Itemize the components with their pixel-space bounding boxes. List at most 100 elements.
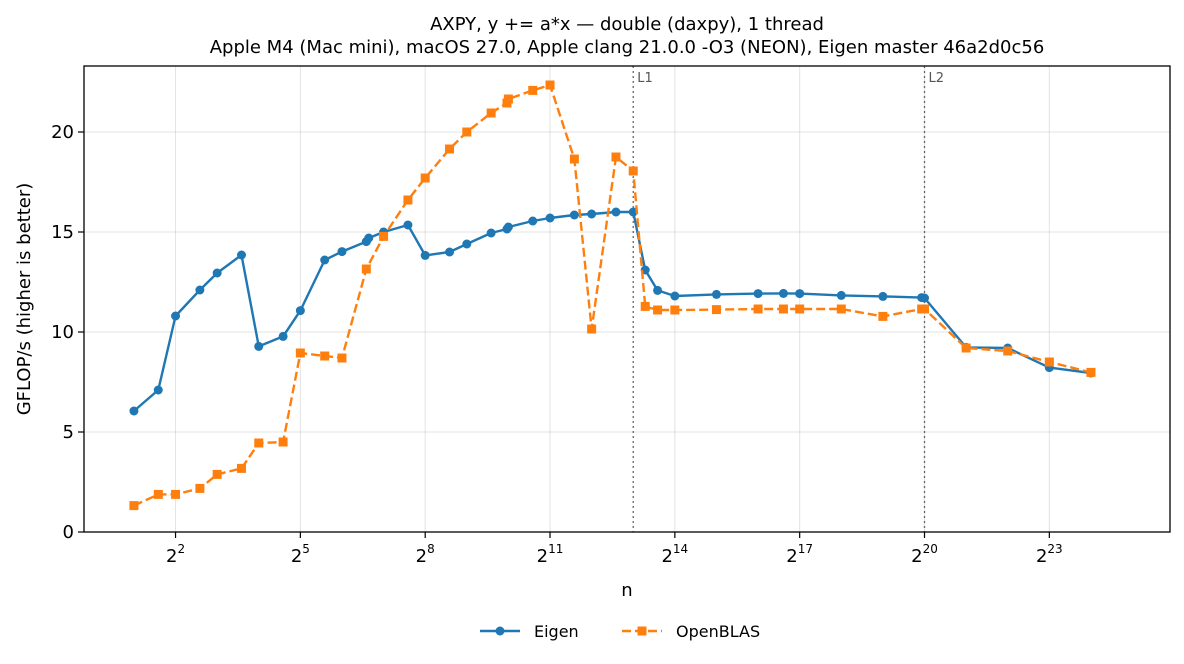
data-point	[254, 341, 264, 351]
data-point	[753, 289, 763, 299]
data-point	[836, 304, 846, 314]
data-point	[640, 301, 650, 311]
x-tick-label: 214	[661, 542, 688, 567]
data-point	[778, 304, 788, 314]
data-point	[836, 290, 846, 300]
y-tick-label: 0	[63, 522, 74, 543]
legend-entry-eigen: Eigen	[480, 622, 579, 641]
series-openblas	[129, 80, 1096, 511]
data-point	[1003, 346, 1013, 356]
data-point	[403, 220, 413, 230]
data-point	[212, 469, 222, 479]
data-point	[379, 231, 389, 241]
x-tick-label: 220	[911, 542, 938, 567]
data-point	[445, 144, 455, 154]
x-tick-label: 217	[786, 542, 813, 567]
data-point	[878, 311, 888, 321]
y-tick-label: 20	[51, 122, 74, 143]
data-point	[195, 285, 205, 295]
legend: Eigen OpenBLAS	[480, 622, 760, 641]
cache-label-l1: L1	[637, 71, 653, 86]
data-point	[486, 228, 496, 238]
x-tick-label: 223	[1036, 542, 1063, 567]
chart-subtitle: Apple M4 (Mac mini), macOS 27.0, Apple c…	[210, 37, 1045, 58]
x-tick-label: 28	[416, 542, 435, 567]
data-point	[236, 463, 246, 473]
data-point	[653, 285, 663, 295]
data-point	[171, 489, 181, 499]
data-point	[212, 268, 222, 278]
data-point	[795, 304, 805, 314]
data-point	[295, 348, 305, 358]
data-point	[337, 247, 347, 257]
plot-frame	[83, 65, 1171, 533]
data-point	[528, 85, 538, 95]
data-point	[587, 209, 597, 219]
y-tick-label: 10	[51, 322, 74, 343]
x-tick-label: 211	[537, 542, 564, 567]
grid	[84, 66, 1170, 533]
data-point	[587, 324, 597, 334]
data-point	[711, 305, 721, 315]
data-point	[129, 406, 139, 416]
data-point	[528, 216, 538, 226]
data-point	[320, 351, 330, 361]
data-point	[462, 239, 472, 249]
x-axis-ticks: 22 25 28 211 214 217 220 223	[166, 532, 1063, 567]
data-point	[920, 293, 930, 303]
data-point	[403, 195, 413, 205]
data-point	[961, 343, 971, 353]
data-point	[153, 489, 163, 499]
x-axis-label: n	[621, 580, 632, 601]
data-point	[361, 264, 371, 274]
legend-label: Eigen	[534, 622, 579, 641]
data-point	[778, 288, 788, 298]
series-line	[133, 83, 1092, 507]
series-group	[129, 80, 1096, 511]
data-point	[1044, 357, 1054, 367]
data-point	[878, 291, 888, 301]
y-tick-label: 15	[51, 222, 74, 243]
data-point	[195, 483, 205, 493]
data-point	[337, 353, 347, 363]
data-point	[545, 213, 555, 223]
chart-title: AXPY, y += a*x — double (daxpy), 1 threa…	[430, 14, 824, 35]
series-eigen	[129, 207, 1096, 416]
data-point	[171, 311, 181, 321]
series-line	[133, 210, 1092, 412]
data-point	[254, 438, 264, 448]
data-point	[236, 250, 246, 260]
x-tick-label: 22	[166, 542, 185, 567]
data-point	[503, 222, 513, 232]
data-point	[628, 166, 638, 176]
y-tick-label: 5	[63, 422, 74, 443]
data-point	[670, 291, 680, 301]
data-point	[462, 127, 472, 137]
cache-label-l2: L2	[929, 71, 945, 86]
data-point	[611, 152, 621, 162]
data-point	[503, 94, 513, 104]
legend-label: OpenBLAS	[676, 622, 760, 641]
y-axis-ticks: 0 5 10 15 20	[51, 122, 84, 543]
cache-annotations: L1 L2	[632, 66, 945, 532]
data-point	[653, 305, 663, 315]
y-axis-label: GFLOP/s (higher is better)	[14, 183, 35, 416]
data-point	[320, 255, 330, 265]
data-point	[364, 233, 374, 243]
data-point	[278, 331, 288, 341]
data-point	[545, 80, 555, 90]
data-point	[153, 385, 163, 395]
data-point	[569, 154, 579, 164]
data-point	[920, 304, 930, 314]
legend-swatch-marker	[637, 626, 647, 636]
data-point	[569, 210, 579, 220]
data-point	[670, 305, 680, 315]
data-point	[1086, 367, 1096, 377]
legend-swatch-marker	[495, 626, 505, 636]
data-point	[795, 289, 805, 299]
data-point	[486, 108, 496, 118]
data-point	[753, 304, 763, 314]
x-tick-label: 25	[291, 542, 310, 567]
data-point	[295, 306, 305, 316]
